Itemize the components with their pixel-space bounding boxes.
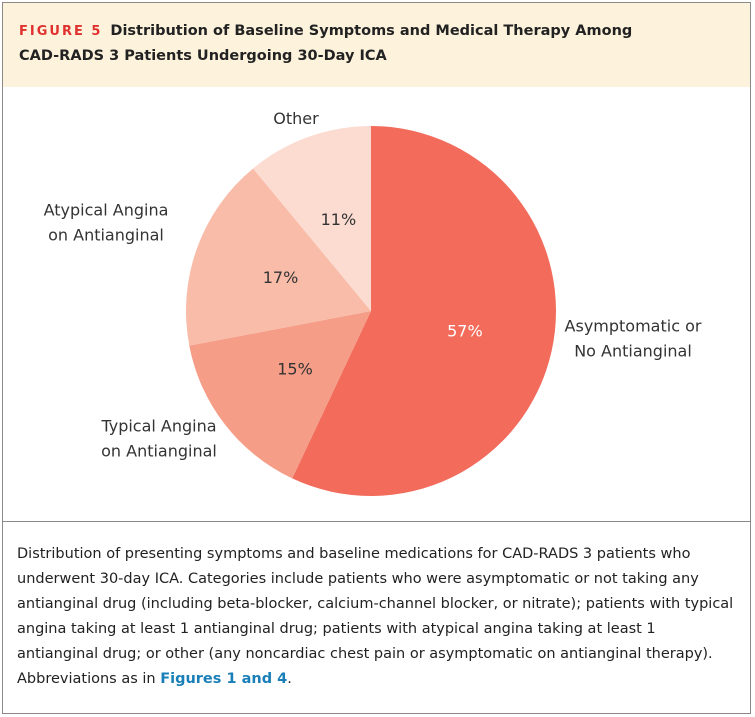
- category-label: Other: [273, 109, 319, 128]
- chart-title: Distribution of Baseline Symptoms and Me…: [19, 23, 633, 64]
- pie-slice: [189, 311, 371, 479]
- category-label: Atypical Angina on Antianginal: [44, 200, 169, 244]
- figure-link[interactable]: Figures 1 and 4: [160, 671, 288, 687]
- value-label: 15%: [277, 359, 313, 378]
- category-label: Asymptomatic or No Antianginal: [565, 316, 702, 360]
- value-label: 57%: [447, 321, 483, 340]
- caption-end: .: [287, 671, 292, 687]
- pie-slice: [186, 168, 371, 346]
- header: FIGURE 5 Distribution of Baseline Symptom…: [3, 3, 750, 87]
- pie-slice: [292, 126, 556, 496]
- chart: 57% Asymptomatic or No Antianginal 15% Typic…: [3, 109, 750, 522]
- value-label: 17%: [263, 268, 299, 287]
- title-block: FIGURE 5 Distribution of Baseline Symptom…: [19, 19, 659, 68]
- figure-label: FIGURE 5: [19, 24, 103, 39]
- caption: Distribution of presenting symptoms and …: [3, 522, 750, 692]
- caption-text: Distribution of presenting symptoms and …: [17, 546, 734, 687]
- pie-slice: [253, 126, 371, 311]
- category-label: Typical Angina on Antianginal: [100, 416, 216, 460]
- value-label: 11%: [321, 210, 357, 229]
